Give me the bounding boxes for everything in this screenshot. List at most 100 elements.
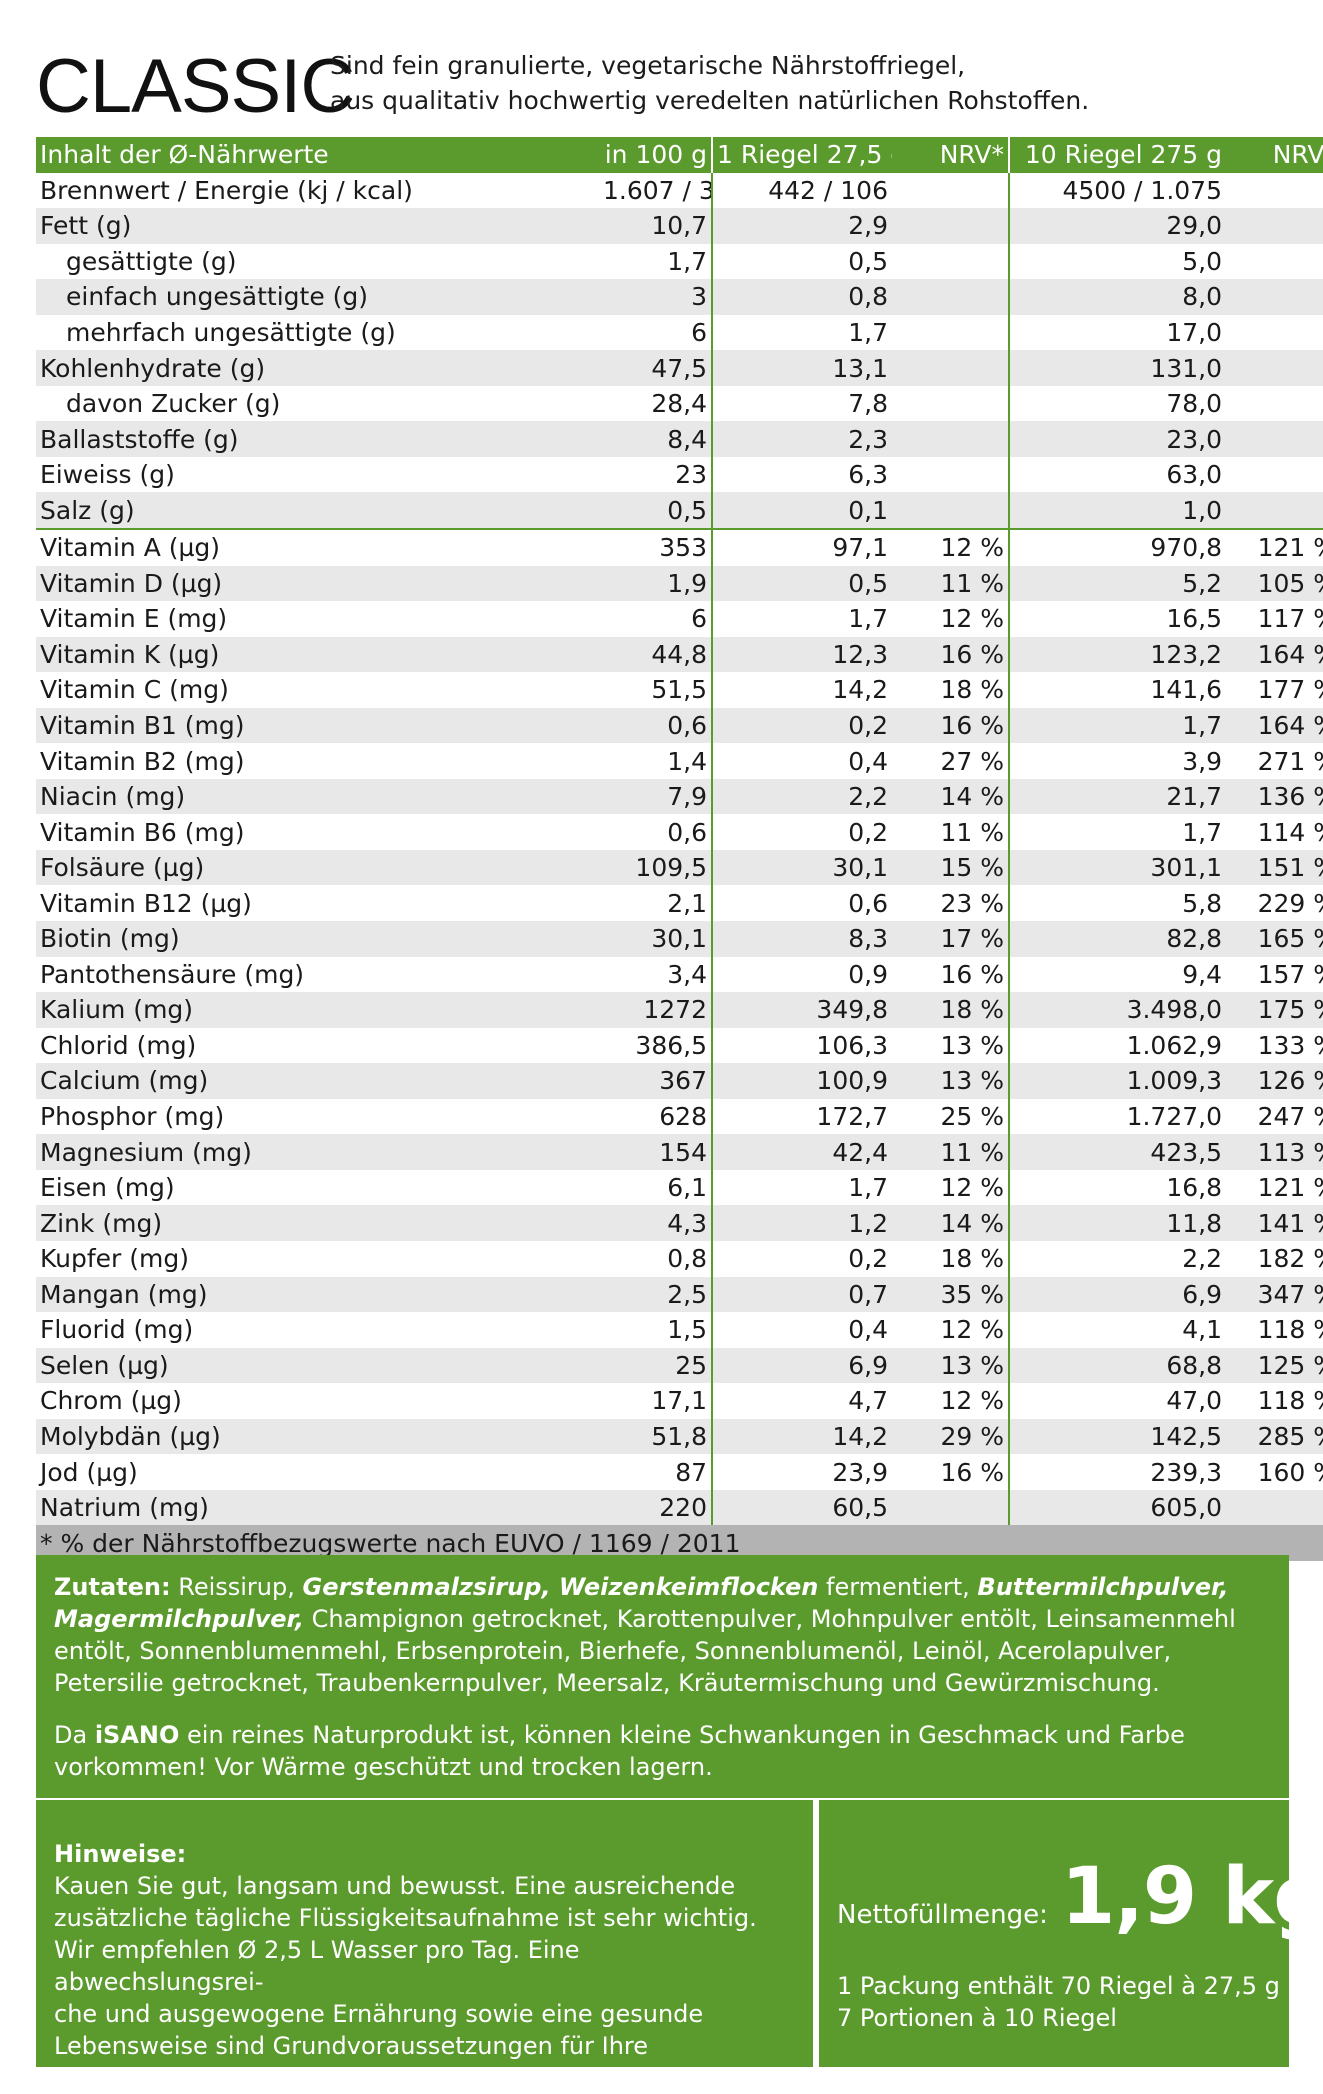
value-per-bar: 0,2 <box>712 707 892 744</box>
value-per-100g: 2,5 <box>599 1276 713 1313</box>
ingredients-part: fermentiert, <box>818 1573 978 1601</box>
nrv-per-10-bars: 117 % <box>1226 601 1323 637</box>
nrv-per-10-bars: 229 % <box>1226 885 1323 922</box>
nrv-per-bar: 13 % <box>892 1027 1010 1064</box>
table-row: Eiweiss (g) 23 6,3 63,0 <box>36 456 1323 493</box>
nutrient-name: gesättigte (g) <box>36 243 599 280</box>
value-per-bar: 2,9 <box>712 208 892 244</box>
column-header: in 100 g <box>599 137 713 173</box>
nrv-per-bar: 23 % <box>892 885 1010 922</box>
nrv-per-bar: 16 % <box>892 1454 1010 1490</box>
nutrient-name: Chlorid (mg) <box>36 1027 599 1064</box>
nrv-per-10-bars: 118 % <box>1226 1383 1323 1419</box>
nutrient-name: Magnesium (mg) <box>36 1134 599 1170</box>
nrv-per-10-bars: 105 % <box>1226 565 1323 602</box>
nrv-per-10-bars: 285 % <box>1226 1418 1323 1455</box>
nutrient-name: Fluorid (mg) <box>36 1312 599 1348</box>
value-per-bar: 0,2 <box>712 814 892 850</box>
nutrition-table: Inhalt der Ø-Nährwerte in 100 g 1 Riegel… <box>36 137 1323 1561</box>
nrv-per-10-bars: 164 % <box>1226 636 1323 673</box>
nrv-footnote: * % der Nährstoffbezugswerte nach EUVO /… <box>36 1525 1323 1561</box>
nutrient-name: einfach ungesättigte (g) <box>36 279 599 315</box>
nutrient-name: Niacin (mg) <box>36 778 599 815</box>
value-per-bar: 0,4 <box>712 1312 892 1348</box>
nutrient-name: Selen (µg) <box>36 1347 599 1384</box>
ingredients-highlight: Gerstenmalzsirup, Weizenkeimflocken <box>302 1573 819 1601</box>
nrv-per-bar: 14 % <box>892 1205 1010 1241</box>
nrv-per-bar: 17 % <box>892 921 1010 957</box>
value-per-10-bars: 5,2 <box>1009 565 1226 602</box>
value-per-100g: 1,5 <box>599 1312 713 1348</box>
nrv-per-bar <box>892 350 1010 386</box>
value-per-100g: 2,1 <box>599 885 713 922</box>
nutrient-name: davon Zucker (g) <box>36 385 599 422</box>
nrv-per-10-bars <box>1226 456 1323 493</box>
value-per-10-bars: 605,0 <box>1009 1489 1226 1526</box>
column-header: NRV* <box>892 137 1010 173</box>
table-row: Kohlenhydrate (g) 47,5 13,1 131,0 <box>36 350 1323 386</box>
value-per-100g: 1.607 / 384 <box>599 172 713 209</box>
value-per-10-bars: 423,5 <box>1009 1134 1226 1170</box>
value-per-bar: 106,3 <box>712 1027 892 1064</box>
nrv-per-10-bars: 133 % <box>1226 1027 1323 1064</box>
nutrient-name: Eiweiss (g) <box>36 456 599 493</box>
nrv-per-10-bars: 165 % <box>1226 921 1323 957</box>
nrv-per-bar <box>892 456 1010 493</box>
value-per-100g: 44,8 <box>599 636 713 673</box>
notes-line: zusätzliche tägliche Flüssigkeitsaufnahm… <box>54 1904 757 1932</box>
value-per-10-bars: 131,0 <box>1009 350 1226 386</box>
nrv-per-bar: 18 % <box>892 1240 1010 1277</box>
value-per-bar: 30,1 <box>712 849 892 886</box>
table-row: davon Zucker (g) 28,4 7,8 78,0 <box>36 385 1323 422</box>
subtitle-line: Sind fein granulierte, vegetarische Nähr… <box>330 51 966 80</box>
value-per-100g: 0,8 <box>599 1240 713 1277</box>
nrv-per-bar <box>892 492 1010 530</box>
nrv-per-10-bars <box>1226 350 1323 386</box>
value-per-100g: 3,4 <box>599 956 713 993</box>
value-per-10-bars: 6,9 <box>1009 1276 1226 1313</box>
notes-line: Lebensweise sind Grundvoraussetzungen fü… <box>54 2032 649 2092</box>
nutrient-name: Fett (g) <box>36 208 599 244</box>
value-per-100g: 23 <box>599 456 713 493</box>
nrv-per-10-bars <box>1226 243 1323 280</box>
value-per-bar: 1,2 <box>712 1205 892 1241</box>
ingredients-text: Zutaten: Reissirup, Gerstenmalzsirup, We… <box>54 1571 1271 1699</box>
net-weight-row: Nettofüllmenge: 1,9 kg <box>837 1852 1323 1942</box>
value-per-bar: 23,9 <box>712 1454 892 1490</box>
nrv-per-10-bars: 271 % <box>1226 743 1323 779</box>
value-per-100g: 1,9 <box>599 565 713 602</box>
nrv-per-10-bars <box>1226 492 1323 530</box>
nrv-per-bar: 11 % <box>892 1134 1010 1170</box>
value-per-bar: 0,7 <box>712 1276 892 1313</box>
value-per-10-bars: 123,2 <box>1009 636 1226 673</box>
nutrient-name: Kohlenhydrate (g) <box>36 350 599 386</box>
value-per-10-bars: 68,8 <box>1009 1347 1226 1384</box>
nrv-per-10-bars: 118 % <box>1226 1312 1323 1348</box>
column-header: 10 Riegel 275 g <box>1009 137 1226 173</box>
value-per-10-bars: 301,1 <box>1009 849 1226 886</box>
nrv-per-10-bars: 141 % <box>1226 1205 1323 1241</box>
nrv-per-bar <box>892 243 1010 280</box>
nutrient-name: Phosphor (mg) <box>36 1098 599 1135</box>
nutrient-name: Biotin (mg) <box>36 921 599 957</box>
value-per-bar: 13,1 <box>712 350 892 386</box>
net-weight-label: Nettofüllmenge: <box>837 1900 1048 1930</box>
notes-line: che und ausgewogene Ernährung sowie eine… <box>54 2000 704 2028</box>
nrv-per-bar: 11 % <box>892 814 1010 850</box>
net-weight-box: Nettofüllmenge: 1,9 kg 1 Packung enthält… <box>819 1800 1323 2067</box>
nrv-per-10-bars: 121 % <box>1226 1169 1323 1206</box>
nrv-per-10-bars: 114 % <box>1226 814 1323 850</box>
value-per-bar: 442 / 106 <box>712 172 892 209</box>
value-per-100g: 367 <box>599 1063 713 1099</box>
nrv-per-10-bars <box>1226 385 1323 422</box>
